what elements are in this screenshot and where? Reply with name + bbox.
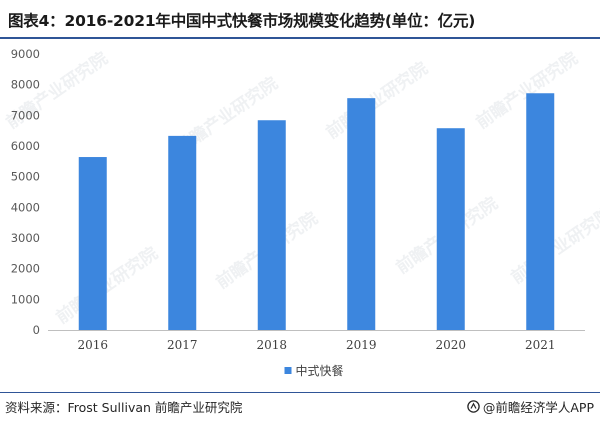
bar-2018	[257, 120, 286, 331]
y-tick-label: 1000	[11, 292, 40, 306]
watermark-text: 前瞻产业研究院	[52, 243, 162, 328]
x-tick-label: 2021	[525, 338, 556, 352]
bar-2016	[78, 157, 107, 330]
brand-credit: @前瞻经济学人APP	[467, 397, 594, 416]
y-tick-label: 0	[33, 323, 40, 337]
y-tick-label: 9000	[11, 47, 40, 61]
bar-chart: 前瞻产业研究院前瞻产业研究院前瞻产业研究院前瞻产业研究院前瞻产业研究院前瞻产业研…	[2, 47, 600, 378]
x-tick-label: 2018	[256, 338, 287, 352]
bar-series	[78, 93, 555, 331]
y-axis-ticks: 0 1000 2000 3000 4000 5000 6000 7000 8000 9000	[11, 47, 40, 337]
y-tick-label: 7000	[11, 108, 40, 122]
y-tick-label: 8000	[11, 78, 40, 92]
footer-rule	[0, 392, 600, 393]
bar-2017	[168, 135, 197, 330]
y-tick-label: 5000	[11, 170, 40, 184]
brand-credit-text: @前瞻经济学人APP	[482, 400, 594, 415]
y-tick-label: 3000	[11, 231, 40, 245]
legend-label: 中式快餐	[296, 363, 344, 378]
bar-2019	[347, 98, 376, 330]
x-tick-label: 2019	[346, 338, 377, 352]
watermark-text: 前瞻产业研究院	[322, 58, 432, 143]
x-tick-label: 2017	[167, 338, 198, 352]
brand-logo-icon	[467, 400, 480, 413]
legend: 中式快餐	[284, 363, 344, 378]
title-rule	[0, 37, 600, 39]
y-tick-label: 6000	[11, 139, 40, 153]
x-axis-ticks: 2016 2017 2018 2019 2020 2021	[77, 338, 555, 352]
y-tick-label: 4000	[11, 200, 40, 214]
chart-title: 图表4：2016-2021年中国中式快餐市场规模变化趋势(单位：亿元)	[8, 12, 476, 30]
bar-2020	[436, 128, 465, 330]
x-tick-label: 2016	[77, 338, 108, 352]
x-tick-label: 2020	[435, 338, 466, 352]
y-tick-label: 2000	[11, 262, 40, 276]
bar-2021	[526, 93, 555, 331]
legend-swatch	[284, 367, 292, 374]
source-note: 资料来源：Frost Sullivan 前瞻产业研究院	[5, 400, 243, 415]
